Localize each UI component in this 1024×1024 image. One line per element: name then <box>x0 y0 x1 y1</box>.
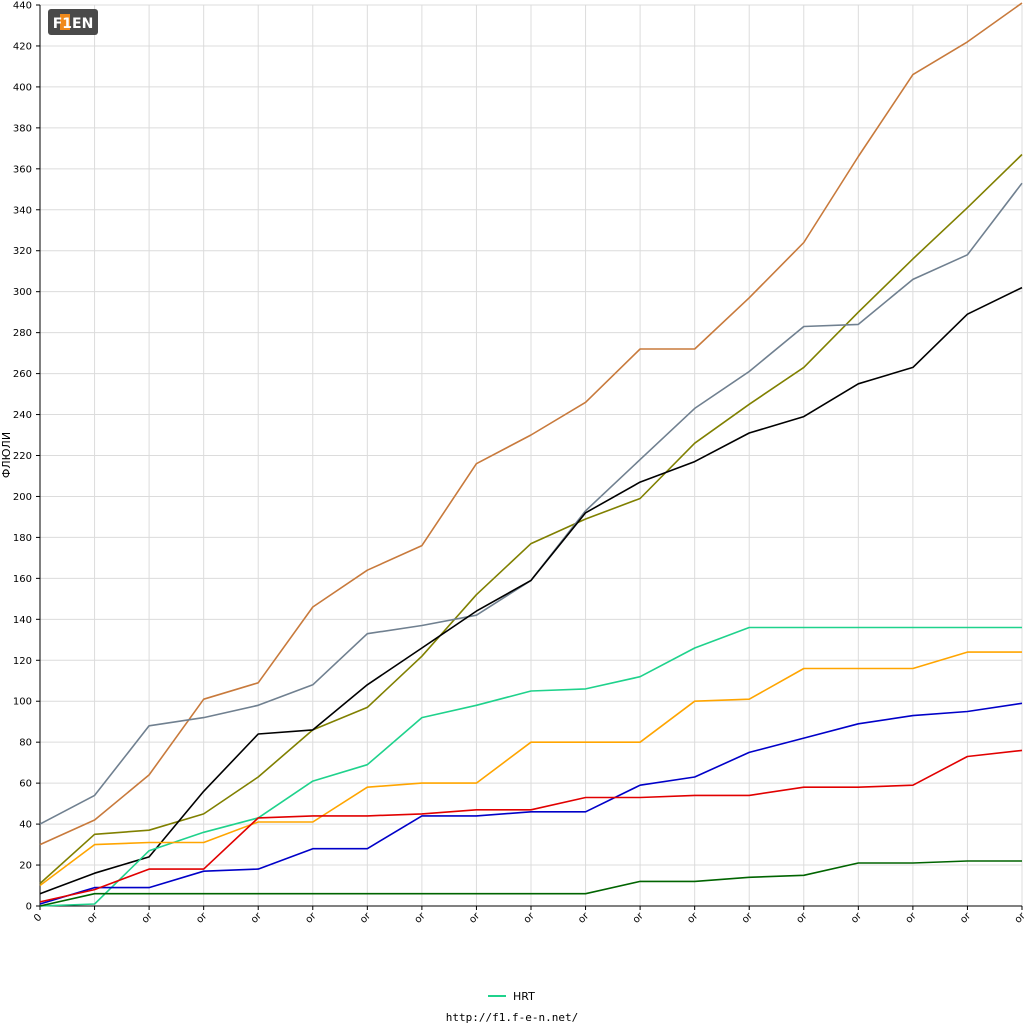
y-tick-label: 320 <box>13 246 32 257</box>
logo: F1EN <box>48 9 98 35</box>
series-line-4 <box>39 286 1023 895</box>
y-tick-label: 280 <box>13 328 32 339</box>
y-tick-label: 20 <box>19 861 32 872</box>
y-tick-label: 120 <box>13 656 32 667</box>
y-tick-label: 180 <box>13 533 32 544</box>
legend-label: HRT <box>513 990 535 1003</box>
y-tick-label: 40 <box>19 820 32 831</box>
grid-lines <box>39 4 1023 907</box>
series-line-5 <box>39 626 1022 907</box>
y-tick-label: 220 <box>13 451 32 462</box>
y-tick-label: 380 <box>13 123 32 134</box>
y-tick-label: 300 <box>13 287 32 298</box>
y-tick-label: 160 <box>13 574 32 585</box>
y-tick-label: 400 <box>13 82 32 93</box>
y-tick-label: 0 <box>26 902 32 913</box>
y-axis-label: ФЛЮЛИ <box>0 432 13 478</box>
y-tick-label: 440 <box>13 1 32 12</box>
y-tick-label: 80 <box>19 738 32 749</box>
series-lines <box>39 2 1023 907</box>
y-tick-label: 60 <box>19 779 32 790</box>
y-tick-label: 200 <box>13 492 32 503</box>
logo-text: F1EN <box>53 16 94 32</box>
y-tick-label: 100 <box>13 697 32 708</box>
series-line-1 <box>39 2 1023 846</box>
series-line-6 <box>39 651 1022 887</box>
y-tick-label: 260 <box>13 369 32 380</box>
legend: HRT <box>488 990 535 1003</box>
y-tick-label: 340 <box>13 205 32 216</box>
y-tick-label: 240 <box>13 410 32 421</box>
x-tick-label: or <box>1013 910 1024 926</box>
logo-accent <box>60 14 70 30</box>
y-tick-label: 420 <box>13 41 32 52</box>
series-line-2 <box>39 153 1023 885</box>
y-tick-label: 140 <box>13 615 32 626</box>
y-tick-label: 360 <box>13 164 32 175</box>
series-line-9 <box>39 860 1022 907</box>
series-line-8 <box>39 749 1023 903</box>
series-line-7 <box>39 702 1023 905</box>
footer-url[interactable]: http://f1.f-e-n.net/ <box>446 1011 578 1024</box>
